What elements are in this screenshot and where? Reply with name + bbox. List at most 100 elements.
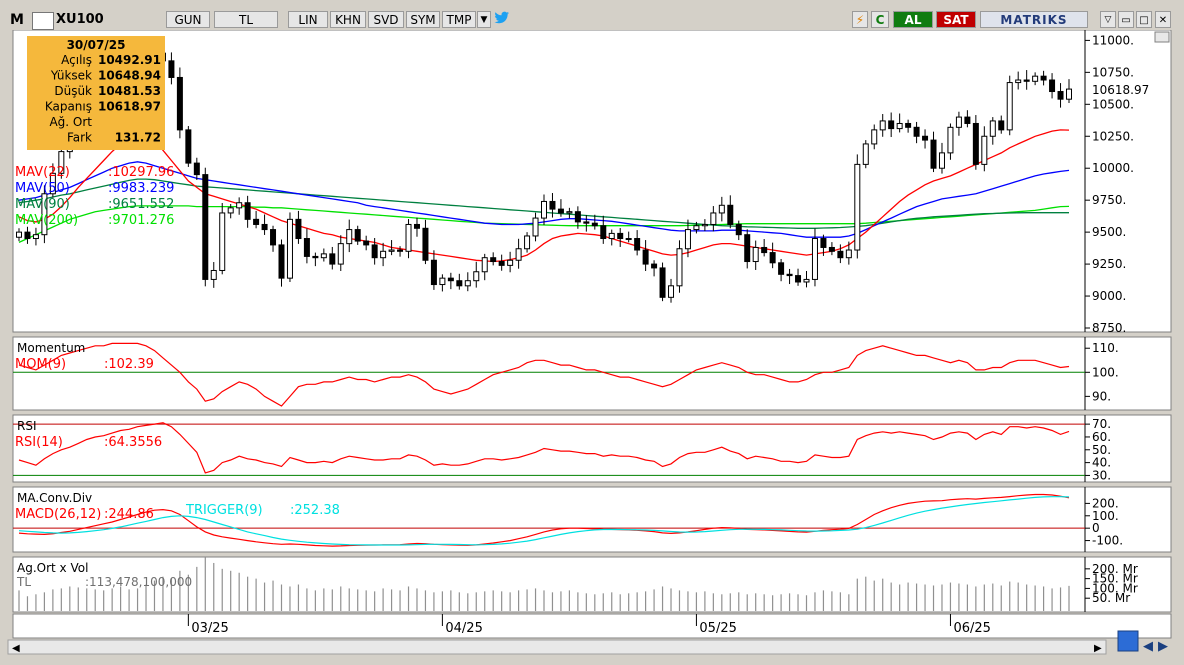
candle-body (786, 273, 793, 277)
brand-logo: MATRIKS (980, 11, 1088, 28)
buy-button[interactable]: AL (893, 11, 933, 28)
y-tick-label: 50. Mr (1092, 591, 1130, 605)
candle-body (608, 232, 615, 240)
minimize-icon[interactable]: ▭ (1118, 11, 1134, 28)
horizontal-scrollbar[interactable] (7, 639, 1107, 655)
info-label: Yüksek (50, 69, 92, 83)
panel-frame (12, 414, 1172, 483)
lightning-icon[interactable]: ⚡ (852, 11, 868, 28)
candle-body (854, 163, 861, 251)
dropdown-arrow-icon[interactable]: ▼ (477, 11, 491, 28)
info-value: 131.72 (115, 131, 161, 145)
candle-body (456, 280, 463, 287)
scroll-left-icon[interactable]: ◀ (12, 643, 20, 654)
legend-value: :9701.276 (108, 213, 174, 228)
x-axis-strip (12, 613, 1172, 639)
candle-body (676, 248, 683, 287)
candle-body (727, 204, 734, 225)
candle-body (490, 257, 497, 263)
toolbar: M XU100 GUN TL LIN KHN SVD SYM TMP ▼ ⚡ C… (0, 0, 1184, 30)
maximize-icon[interactable]: □ (1136, 11, 1152, 28)
indicator-line (18, 496, 1070, 546)
y-tick-label: 9250. (1092, 257, 1126, 271)
candle-body (778, 262, 785, 275)
currency-button[interactable]: TL (214, 11, 278, 28)
candle-body (981, 135, 988, 165)
period-button[interactable]: GUN (166, 11, 210, 28)
y-tick-label: 9000. (1092, 289, 1126, 303)
y-tick-label: 40. (1092, 456, 1111, 470)
candle-body (202, 174, 209, 280)
candle-body (769, 252, 776, 264)
candle-body (557, 208, 564, 214)
candle-body (32, 234, 39, 240)
refresh-icon[interactable]: C (871, 11, 889, 28)
candle-body (380, 250, 387, 259)
sym-button[interactable]: SYM (406, 11, 440, 28)
candle-body (244, 202, 251, 220)
sell-button[interactable]: SAT (936, 11, 976, 28)
series-value: :252.38 (290, 503, 340, 518)
legend-name: MAV(90) (15, 197, 70, 212)
y-tick-label: 9500. (1092, 225, 1126, 239)
panel-title: Ag.Ort x Vol (17, 561, 88, 575)
candle-body (439, 277, 446, 286)
candle-body (642, 249, 649, 265)
candle-body (524, 235, 531, 250)
panel-title: Momentum (17, 341, 85, 355)
y-tick-label: 50. (1092, 443, 1111, 457)
candle-body (185, 129, 192, 164)
nav-right-icon[interactable]: ▶ (1158, 639, 1168, 654)
y-tick-label: 10250. (1092, 129, 1134, 143)
candle-body (828, 246, 835, 252)
candle-body (710, 212, 717, 225)
symbol-label[interactable]: XU100 (56, 12, 104, 27)
svd-button[interactable]: SVD (368, 11, 404, 28)
chart-area: 11000. 10750. 10500. 10250. 10000. 9750. 9500.… (7, 30, 1172, 655)
candle-body (845, 249, 852, 259)
candle-body (498, 261, 505, 266)
info-value: 10618.97 (98, 100, 161, 114)
candle-body (210, 269, 217, 280)
tmp-button[interactable]: TMP (442, 11, 476, 28)
legend-name: MAV(22) (15, 165, 70, 180)
khn-button[interactable]: KHN (330, 11, 366, 28)
candle-body (634, 238, 641, 251)
candle-body (464, 280, 471, 287)
candle-body (591, 222, 598, 227)
candle-body (625, 238, 632, 241)
close-icon[interactable]: ✕ (1155, 11, 1171, 28)
candle-body (574, 211, 581, 223)
y-tick-label: 11000. (1092, 33, 1134, 47)
candle-body (566, 211, 573, 214)
series-value: :244.86 (104, 507, 154, 522)
candle-body (295, 218, 302, 240)
y-tick-label: 0 (1092, 521, 1100, 535)
candle-body (1032, 75, 1039, 82)
info-value: 10492.91 (98, 53, 161, 67)
symbol-icon[interactable] (32, 12, 54, 30)
legend-name: MAV(50) (15, 181, 70, 196)
candle-body (668, 285, 675, 298)
x-tick-label: 03/25 (191, 621, 228, 636)
nav-left-icon[interactable]: ◀ (1143, 639, 1153, 654)
indicator-line (18, 422, 1070, 474)
linear-scale-button[interactable]: LIN (288, 11, 328, 28)
last-price-label: 10618.97 (1092, 83, 1149, 97)
collapse-icon[interactable]: ▽ (1100, 11, 1116, 28)
candle-body (515, 248, 522, 261)
candle-body (507, 259, 514, 266)
sync-icon[interactable] (1117, 630, 1139, 652)
candle-body (41, 193, 48, 236)
candle-body (905, 122, 912, 128)
scroll-right-icon[interactable]: ▶ (1094, 643, 1102, 654)
info-label: Açılış (61, 53, 92, 67)
candle-body (795, 275, 802, 283)
candle-body (312, 255, 319, 259)
panel-toggle-icon[interactable] (1154, 31, 1170, 43)
candle-body (989, 120, 996, 137)
candle-body (363, 240, 370, 246)
candle-body (659, 267, 666, 298)
twitter-icon[interactable] (492, 11, 512, 28)
